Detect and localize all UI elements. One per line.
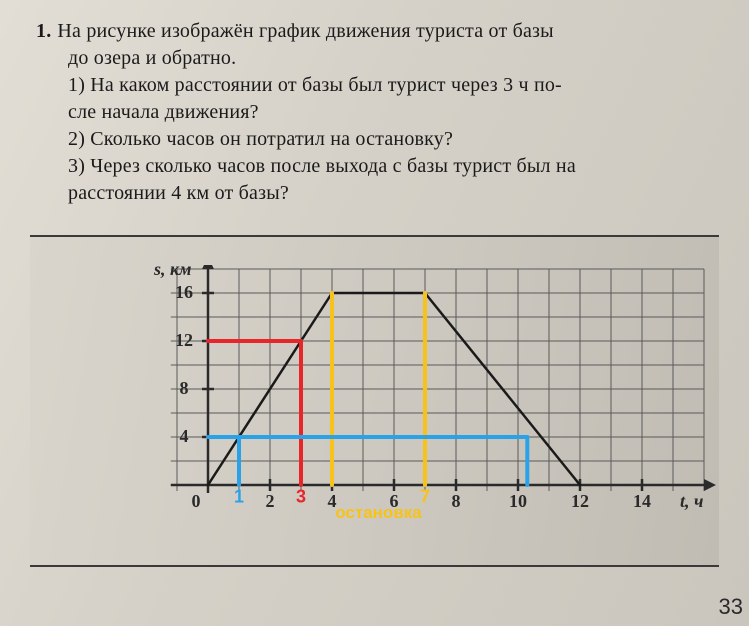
- x-axis-label: t, ч: [680, 491, 722, 512]
- q3-line-2: расстоянии 4 км от базы?: [36, 180, 721, 207]
- y-tick-4: 4: [180, 426, 189, 447]
- y-tick-8: 8: [180, 378, 189, 399]
- intro-line-2: до озера и обратно.: [36, 45, 721, 72]
- q3-line-1: 3) Через сколько часов после выхода с ба…: [36, 153, 721, 180]
- page-number: 33: [719, 594, 743, 620]
- x-tick-10: 10: [509, 491, 527, 512]
- problem-text: 1. На рисунке изображён график движения т…: [28, 18, 721, 207]
- annotation-stop: остановка: [335, 503, 421, 523]
- x-tick-12: 12: [571, 491, 589, 512]
- page: 1. На рисунке изображён график движения т…: [0, 0, 749, 626]
- origin-label: 0: [192, 491, 201, 512]
- q2: 2) Сколько часов он потратил на остановк…: [36, 126, 721, 153]
- annotation-one: 1: [234, 487, 244, 508]
- x-tick-14: 14: [633, 491, 651, 512]
- y-tick-12: 12: [175, 330, 193, 351]
- y-tick-16: 16: [175, 282, 193, 303]
- chart-container: s, км 48121624681012140t, ч 137остановка: [30, 235, 719, 567]
- q1-line-2: сле начала движения?: [36, 99, 721, 126]
- annotation-three: 3: [296, 487, 306, 508]
- chart: s, км 48121624681012140t, ч 137остановка: [160, 265, 720, 525]
- y-axis-label: s, км: [154, 259, 191, 280]
- x-tick-2: 2: [266, 491, 275, 512]
- q1-line-1: 1) На каком расстоянии от базы был турис…: [36, 72, 721, 99]
- problem-number: 1.: [36, 20, 51, 42]
- x-tick-8: 8: [452, 491, 461, 512]
- intro-1: На рисунке изображён график движения тур…: [57, 20, 553, 42]
- intro-line-1: 1. На рисунке изображён график движения т…: [36, 18, 721, 45]
